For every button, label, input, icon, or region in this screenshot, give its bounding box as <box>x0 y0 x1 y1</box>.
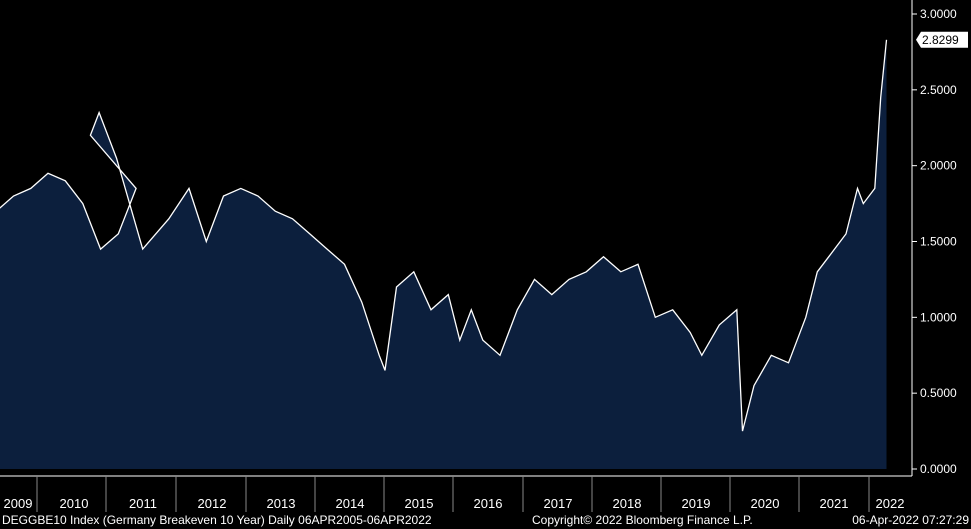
x-tick-label: 2010 <box>60 496 89 511</box>
breakeven-chart: 3.0000 2.5000 2.0000 1.5000 1.0000 0.5000 0.00… <box>0 0 968 512</box>
y-tick-label: 2.5000 <box>920 83 957 97</box>
footer-security-description: DEGGBE10 Index (Germany Breakeven 10 Yea… <box>2 513 432 527</box>
plot-layer <box>0 39 888 469</box>
y-tick-label: 1.0000 <box>920 310 957 324</box>
footer-bar: DEGGBE10 Index (Germany Breakeven 10 Yea… <box>0 512 971 529</box>
x-tick-label: 2011 <box>129 496 157 511</box>
series-line <box>0 39 888 432</box>
y-tick-label: 3.0000 <box>920 7 957 21</box>
x-tick-label: 2009 <box>4 496 33 511</box>
x-tick-label: 2021 <box>820 496 849 511</box>
x-tick-label: 2019 <box>682 496 711 511</box>
x-tick-label: 2015 <box>405 496 434 511</box>
x-tick-label: 2022 <box>876 496 905 511</box>
footer-timestamp: 06-Apr-2022 07:27:29 <box>852 513 969 527</box>
y-tick-label: 0.0000 <box>920 462 957 476</box>
x-tick-label: 2018 <box>613 496 642 511</box>
y-tick-label: 0.5000 <box>920 386 957 400</box>
series-area <box>0 39 887 469</box>
last-value-label: 2.8299 <box>922 33 959 47</box>
x-tick-label: 2012 <box>198 496 227 511</box>
x-tick-label: 2017 <box>544 496 573 511</box>
footer-copyright: Copyright© 2022 Bloomberg Finance L.P. <box>532 513 753 527</box>
y-tick-label: 1.5000 <box>920 235 957 249</box>
x-tick-label: 2016 <box>474 496 503 511</box>
x-tick-label: 2013 <box>267 496 296 511</box>
x-tick-label: 2014 <box>336 496 365 511</box>
axis-layer: 3.0000 2.5000 2.0000 1.5000 1.0000 0.5000 0.00… <box>0 0 968 512</box>
x-tick-label: 2020 <box>751 496 780 511</box>
last-value-box <box>916 31 968 48</box>
y-tick-label: 2.0000 <box>920 159 957 173</box>
